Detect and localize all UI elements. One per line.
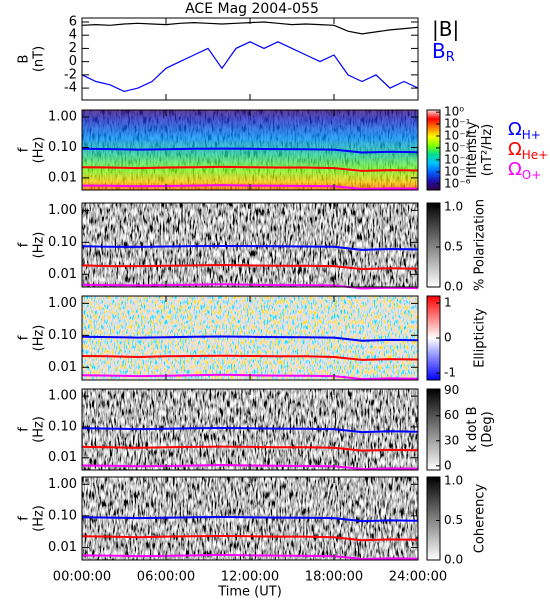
y-axis-label: f <box>17 242 32 247</box>
colorbar-label: (Deg) <box>480 411 495 447</box>
y-axis-label: f <box>17 427 32 432</box>
series-line <box>81 445 419 452</box>
y-tick-label: 1.00 <box>48 110 77 125</box>
series-line <box>81 244 419 251</box>
x-axis-label: Time (UT) <box>217 585 282 600</box>
y-tick-label: 0 <box>69 54 77 69</box>
y-axis-label: (nT) <box>32 46 47 72</box>
y-tick-label: 0.10 <box>48 140 77 155</box>
colorbar-label: Coherency <box>473 483 488 553</box>
colorbar-tick-label: 0 <box>444 331 452 345</box>
y-axis-label: (Hz) <box>32 416 47 443</box>
legend-subscript: H+ <box>522 128 541 142</box>
legend-label: Ω <box>508 159 522 180</box>
legend-subscript: R <box>446 50 455 65</box>
colorbar-tick-label: 60 <box>444 408 459 422</box>
y-axis-label: B <box>17 55 32 64</box>
colorbar-tick-label: 1.0 <box>444 200 463 214</box>
series-line <box>81 335 419 342</box>
x-tick-label: 24:00:00 <box>389 570 447 585</box>
colorbar <box>426 202 441 288</box>
series-line <box>81 165 419 172</box>
series-line <box>81 534 419 542</box>
y-tick-label: 1.00 <box>48 203 77 218</box>
legend-entry: ΩH+ <box>508 119 541 142</box>
series-line <box>81 354 419 361</box>
colorbar-tick-label: -1 <box>444 366 456 380</box>
legend-label: |B| <box>432 17 459 41</box>
plot-frame <box>81 17 419 101</box>
colorbar <box>426 109 441 191</box>
colorbar-label: Intensity <box>465 121 480 178</box>
y-tick-label: 1.00 <box>48 389 77 404</box>
colorbar-label: k dot B <box>465 406 480 452</box>
y-tick-label: -4 <box>64 81 77 96</box>
colorbar <box>426 476 441 561</box>
y-tick-label: 0.01 <box>48 540 77 555</box>
legend-label: B <box>432 39 446 63</box>
y-tick-label: 1.00 <box>48 477 77 492</box>
x-tick-label: 06:00:00 <box>137 570 195 585</box>
colorbar-tick-label: 10⁻¹ <box>444 117 471 131</box>
legend-subscript: O+ <box>522 168 542 182</box>
series-line <box>81 426 419 434</box>
colorbar-tick-label: 0.5 <box>444 240 463 254</box>
y-tick-label: 0.01 <box>48 170 77 185</box>
legend-subscript: He+ <box>522 148 548 162</box>
colorbar-tick-label: 0.0 <box>444 553 463 567</box>
y-tick-label: 2 <box>69 41 77 56</box>
colorbar-label: (nT²/Hz) <box>480 124 495 177</box>
y-tick-label: 4 <box>69 28 77 43</box>
y-tick-label: 6 <box>69 14 77 29</box>
legend-entry: |B| <box>432 17 459 41</box>
colorbar-tick-label: 10⁻⁵ <box>444 164 471 178</box>
colorbar-tick-label: 1.0 <box>444 473 463 487</box>
y-tick-label: 0.10 <box>48 328 77 343</box>
colorbar-tick-label: 30 <box>444 433 459 447</box>
colorbar-tick-label: 10⁰ <box>444 105 464 119</box>
colorbar-tick-label: 0 <box>444 458 452 472</box>
series-line <box>81 147 419 154</box>
y-tick-label: 0.10 <box>48 235 77 250</box>
y-axis-label: (Hz) <box>32 137 47 164</box>
legend-label: Ω <box>508 119 522 140</box>
colorbar-label: Ellipticity <box>473 308 488 368</box>
series-line <box>81 41 419 93</box>
colorbar-tick-label: 10⁻⁴ <box>444 152 471 166</box>
colorbar-tick-label: 0.0 <box>444 280 463 294</box>
y-tick-label: 0.10 <box>48 419 77 434</box>
legend-entry: ΩHe+ <box>508 139 548 162</box>
y-axis-label: (Hz) <box>32 325 47 352</box>
y-tick-label: 0.01 <box>48 360 77 375</box>
legend-entry: BR <box>432 39 455 65</box>
series-line <box>81 263 419 271</box>
colorbar-tick-label: 10⁻³ <box>444 140 471 154</box>
chart-title: ACE Mag 2004-055 <box>185 1 319 17</box>
x-tick-label: 00:00:00 <box>53 570 111 585</box>
colorbar <box>426 388 441 471</box>
spectrogram-background <box>82 203 418 287</box>
colorbar-label: % Polarization <box>473 199 488 291</box>
y-axis-label: f <box>17 516 32 521</box>
y-tick-label: -2 <box>64 67 77 82</box>
y-tick-label: 1.00 <box>48 296 77 311</box>
y-axis-label: f <box>17 335 32 340</box>
colorbar-tick-label: 1 <box>444 296 452 310</box>
colorbar-tick-label: 0.5 <box>444 513 463 527</box>
legend-label: Ω <box>508 139 522 160</box>
y-axis-label: f <box>17 147 32 152</box>
y-tick-label: 0.01 <box>48 267 77 282</box>
colorbar-tick-label: 90 <box>444 383 459 397</box>
colorbar-tick-label: 10⁻⁶ <box>444 176 471 190</box>
y-axis-label: (Hz) <box>32 232 47 259</box>
x-tick-label: 12:00:00 <box>221 570 279 585</box>
series-line <box>81 515 419 523</box>
x-tick-label: 18:00:00 <box>305 570 363 585</box>
colorbar-tick-label: 10⁻² <box>444 128 471 142</box>
y-tick-label: 0.10 <box>48 508 77 523</box>
legend-entry: ΩO+ <box>508 159 541 182</box>
y-axis-label: (Hz) <box>32 505 47 532</box>
y-tick-label: 0.01 <box>48 450 77 465</box>
